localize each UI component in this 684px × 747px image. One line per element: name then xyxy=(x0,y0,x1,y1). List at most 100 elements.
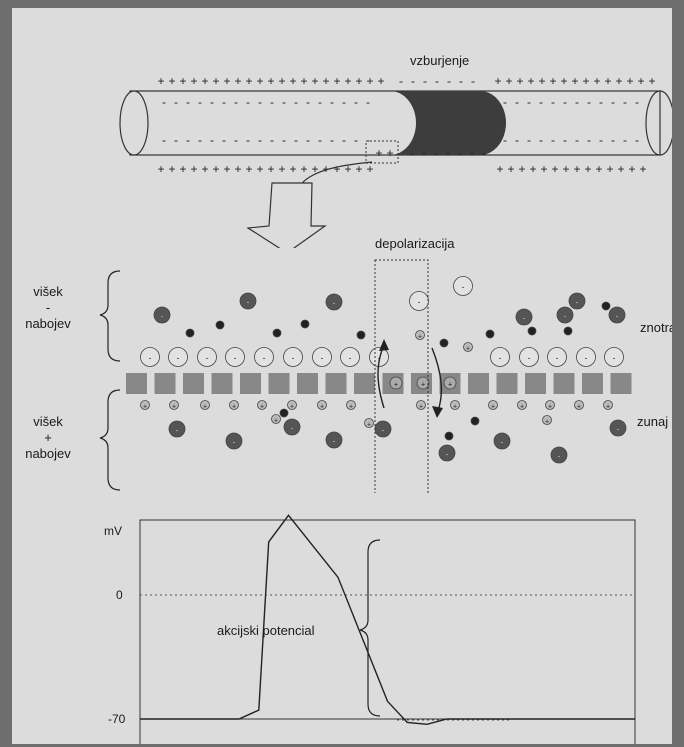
charge-minus: - xyxy=(623,95,627,109)
charge-plus: + xyxy=(386,146,393,160)
svg-text:-: - xyxy=(501,438,504,447)
svg-text:-: - xyxy=(233,438,236,447)
charge-plus: + xyxy=(639,162,646,176)
svg-text:-: - xyxy=(333,299,336,308)
ion-negative-large: - xyxy=(325,431,343,449)
label-visek-1: višek xyxy=(33,284,63,299)
ion-positive-small: + xyxy=(415,330,425,341)
charge-minus: - xyxy=(258,95,262,109)
ion-small xyxy=(300,319,310,329)
membrane-block xyxy=(183,373,204,394)
ion-negative-inner: - xyxy=(283,347,303,367)
charge-plus: + xyxy=(245,74,252,88)
charge-plus: + xyxy=(507,162,514,176)
membrane-block xyxy=(240,373,261,394)
charge-plus: + xyxy=(212,74,219,88)
charge-plus: + xyxy=(256,74,263,88)
ion-positive-outer: + xyxy=(603,400,613,411)
charge-minus: - xyxy=(587,133,591,147)
charge-minus: - xyxy=(482,146,486,160)
charge-minus: - xyxy=(539,133,543,147)
charge-minus: - xyxy=(435,74,439,88)
charge-minus: - xyxy=(330,95,334,109)
ion-small xyxy=(185,328,195,338)
charge-plus: + xyxy=(538,74,545,88)
charge-plus: + xyxy=(617,162,624,176)
charge-minus: - xyxy=(551,95,555,109)
ion-negative-large: - xyxy=(239,292,257,310)
charge-minus: - xyxy=(563,95,567,109)
charge-minus: - xyxy=(162,133,166,147)
charge-plus: + xyxy=(355,162,362,176)
charge-minus: - xyxy=(198,133,202,147)
charge-minus: - xyxy=(306,133,310,147)
charge-minus: - xyxy=(210,95,214,109)
brace-action-potential xyxy=(359,539,381,717)
charge-plus: + xyxy=(593,74,600,88)
charge-minus: - xyxy=(471,74,475,88)
svg-text:+: + xyxy=(394,382,398,389)
charge-plus: + xyxy=(278,74,285,88)
figure-page: + + + + + + + + + + + + + + + + + + + + + + + + + + + + + + + + + + + + + + + +… xyxy=(12,8,672,744)
charge-plus: + xyxy=(518,162,525,176)
excitation-zone xyxy=(390,91,506,155)
charge-plus: + xyxy=(344,162,351,176)
charge-plus: + xyxy=(606,162,613,176)
charge-minus: - xyxy=(623,133,627,147)
charge-minus: - xyxy=(422,146,426,160)
tick-zero: 0 xyxy=(116,588,123,602)
ion-positive-outer: + xyxy=(229,400,239,411)
charge-minus: - xyxy=(186,95,190,109)
membrane-block xyxy=(496,373,518,394)
brace-lower xyxy=(99,389,121,491)
ion-positive-outer: + xyxy=(140,400,150,411)
brace-upper xyxy=(99,270,121,362)
membrane-block xyxy=(525,373,546,394)
charge-plus: + xyxy=(333,74,340,88)
ion-positive-outer: + xyxy=(517,400,527,411)
charge-plus: + xyxy=(549,74,556,88)
ion-positive-outer: + xyxy=(317,400,327,411)
label-nabojev-1: nabojev xyxy=(25,316,71,331)
ion-positive-channel: + xyxy=(416,376,430,390)
charge-minus: - xyxy=(186,133,190,147)
charge-plus: + xyxy=(355,74,362,88)
tick-minus-70: -70 xyxy=(108,712,126,726)
charge-plus: + xyxy=(223,162,230,176)
charge-plus: + xyxy=(626,74,633,88)
charge-minus: - xyxy=(458,146,462,160)
ion-negative-large: - xyxy=(550,446,568,464)
svg-text:-: - xyxy=(523,314,526,323)
ion-positive-outer: + xyxy=(574,400,584,411)
membrane-block xyxy=(553,373,575,394)
charge-minus: - xyxy=(599,95,603,109)
charge-plus: + xyxy=(516,74,523,88)
membrane-block xyxy=(582,373,603,394)
membrane-block xyxy=(268,373,290,394)
svg-text:-: - xyxy=(176,426,179,435)
label-excess-positive: višek + nabojev xyxy=(18,414,78,462)
svg-text:-: - xyxy=(321,353,324,363)
ion-positive-outer: + xyxy=(450,400,460,411)
charge-plus: + xyxy=(190,74,197,88)
charge-plus: + xyxy=(604,74,611,88)
label-minus-sign: - xyxy=(45,300,51,315)
charge-plus: + xyxy=(289,162,296,176)
label-nabojev-2: nabojev xyxy=(25,446,71,461)
charge-minus: - xyxy=(446,146,450,160)
svg-text:+: + xyxy=(453,404,457,411)
svg-text:-: - xyxy=(149,353,152,363)
svg-text:+: + xyxy=(491,404,495,411)
ion-positive-outer: + xyxy=(488,400,498,411)
svg-text:+: + xyxy=(448,382,452,389)
ion-positive-outer: + xyxy=(545,400,555,411)
charge-plus: + xyxy=(628,162,635,176)
ion-positive-outer: + xyxy=(257,400,267,411)
charge-minus: - xyxy=(318,133,322,147)
charge-plus: + xyxy=(505,74,512,88)
svg-text:+: + xyxy=(418,334,422,341)
charge-plus: + xyxy=(615,74,622,88)
charge-minus: - xyxy=(270,133,274,147)
svg-text:+: + xyxy=(349,404,353,411)
charge-plus: + xyxy=(289,74,296,88)
